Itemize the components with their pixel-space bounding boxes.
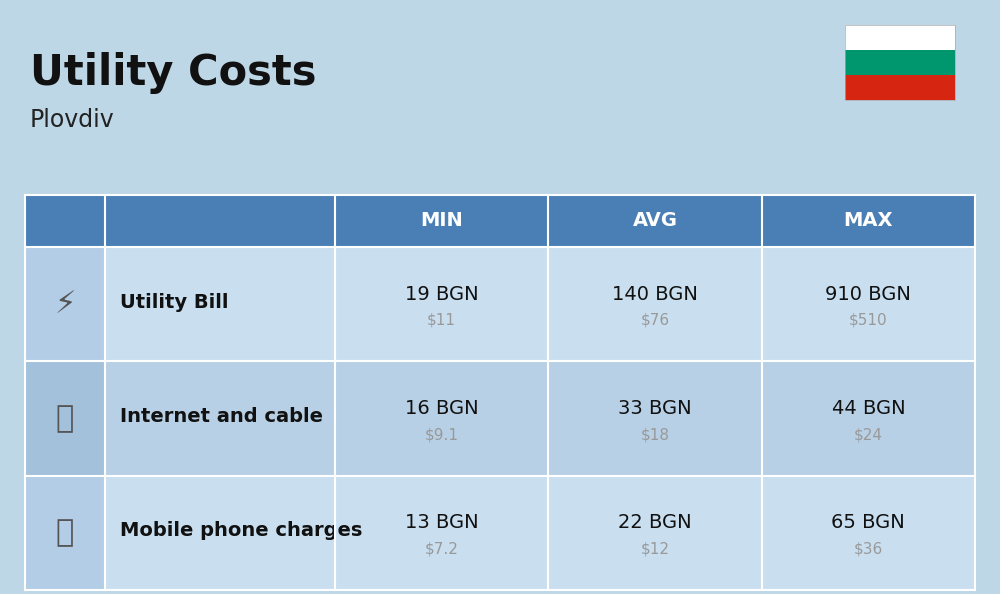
- Text: 22 BGN: 22 BGN: [618, 513, 692, 532]
- Text: $9.1: $9.1: [425, 427, 459, 442]
- Text: 44 BGN: 44 BGN: [832, 399, 905, 418]
- FancyBboxPatch shape: [25, 247, 975, 361]
- Text: Utility Costs: Utility Costs: [30, 52, 316, 94]
- Text: MIN: MIN: [420, 211, 463, 230]
- Text: Internet and cable: Internet and cable: [120, 407, 323, 426]
- FancyBboxPatch shape: [845, 75, 955, 100]
- Text: $24: $24: [854, 427, 883, 442]
- FancyBboxPatch shape: [25, 195, 975, 247]
- Text: 33 BGN: 33 BGN: [618, 399, 692, 418]
- Text: 65 BGN: 65 BGN: [831, 513, 905, 532]
- Text: 13 BGN: 13 BGN: [405, 513, 478, 532]
- Text: 19 BGN: 19 BGN: [405, 285, 478, 304]
- Text: 📱: 📱: [56, 519, 74, 547]
- FancyBboxPatch shape: [105, 195, 335, 247]
- Text: 140 BGN: 140 BGN: [612, 285, 698, 304]
- Text: Mobile phone charges: Mobile phone charges: [120, 522, 362, 541]
- FancyBboxPatch shape: [845, 25, 955, 50]
- Text: $12: $12: [640, 541, 670, 557]
- FancyBboxPatch shape: [25, 195, 975, 590]
- Text: MAX: MAX: [844, 211, 893, 230]
- FancyBboxPatch shape: [25, 476, 975, 590]
- FancyBboxPatch shape: [25, 361, 105, 476]
- Text: $76: $76: [640, 312, 670, 328]
- Text: $18: $18: [640, 427, 670, 442]
- Text: $510: $510: [849, 312, 888, 328]
- FancyBboxPatch shape: [25, 247, 105, 361]
- Text: $11: $11: [427, 312, 456, 328]
- FancyBboxPatch shape: [25, 361, 975, 476]
- FancyBboxPatch shape: [845, 50, 955, 75]
- Text: 16 BGN: 16 BGN: [405, 399, 478, 418]
- Text: Utility Bill: Utility Bill: [120, 293, 228, 312]
- Text: 910 BGN: 910 BGN: [825, 285, 911, 304]
- Text: $7.2: $7.2: [425, 541, 459, 557]
- Text: ⚡: ⚡: [54, 290, 76, 318]
- Text: AVG: AVG: [633, 211, 678, 230]
- FancyBboxPatch shape: [25, 195, 105, 247]
- Text: $36: $36: [854, 541, 883, 557]
- Text: 📶: 📶: [56, 404, 74, 433]
- Text: Plovdiv: Plovdiv: [30, 108, 115, 132]
- FancyBboxPatch shape: [25, 476, 105, 590]
